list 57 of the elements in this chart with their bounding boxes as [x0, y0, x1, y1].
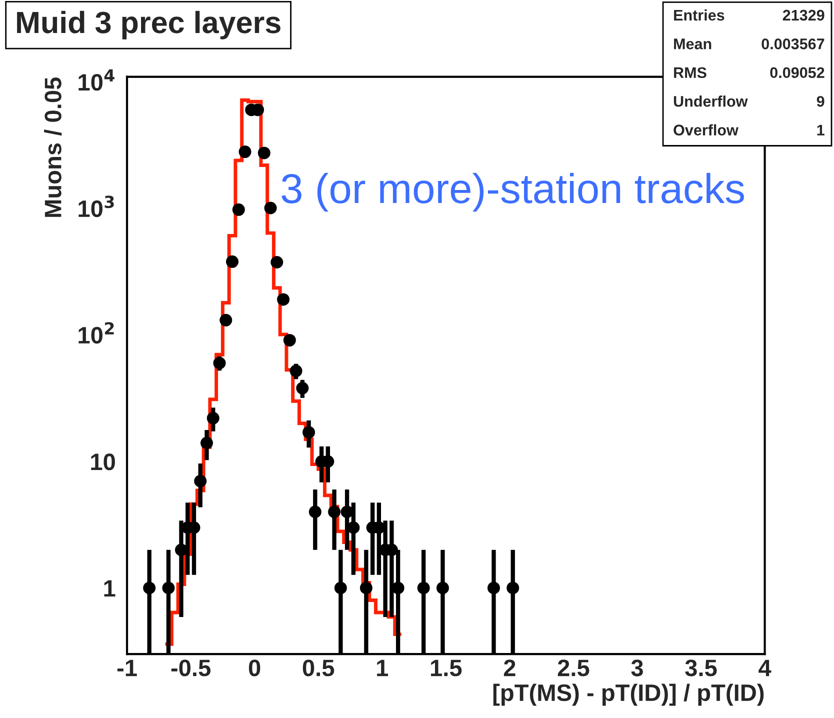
annotation: 3 (or more)-station tracks [282, 172, 744, 212]
x-tick-label: 2 [504, 660, 516, 676]
point [206, 412, 220, 424]
x-tick-label: 0.5 [302, 660, 334, 676]
point [238, 146, 252, 158]
x-tick-label: -0.5 [171, 660, 210, 676]
point [487, 582, 500, 594]
x-axis-title: [pT(MS) - pT(ID)] / pT(ID) [493, 684, 764, 706]
point [417, 582, 430, 594]
annotation: Underflow [674, 96, 748, 107]
text: 1 [817, 124, 824, 136]
y-tick-label: 10$^{3}$ [78, 196, 114, 218]
point [220, 314, 232, 326]
chart-title: Muid 3 prec layers [17, 10, 280, 40]
point [283, 334, 296, 346]
point [226, 255, 238, 268]
point [143, 582, 156, 594]
x-tick-label: 2.5 [558, 660, 590, 676]
point [328, 506, 341, 518]
x-tick-label: 4 [758, 660, 772, 676]
text: 0.09052 [770, 67, 824, 78]
text: 9 [816, 96, 824, 107]
annotation: Overflow [674, 124, 738, 136]
point [232, 203, 245, 216]
point [277, 293, 290, 306]
y-axis-title: Muons / 0.05 [44, 77, 62, 217]
point [360, 582, 372, 594]
text: 21329 [782, 10, 824, 21]
text: Entries [674, 9, 724, 21]
point [213, 356, 226, 370]
point [506, 582, 520, 594]
point [436, 582, 449, 594]
text: Mean [674, 38, 712, 50]
point [308, 506, 322, 518]
x-tick-label: -1 [117, 660, 137, 676]
x-tick-label: 0 [248, 660, 260, 676]
point [200, 436, 213, 450]
annotation: RMS [674, 67, 706, 78]
y-tick-label: 10$^{2}$ [78, 322, 114, 344]
point [258, 146, 270, 160]
point [194, 474, 207, 488]
point [290, 364, 302, 378]
point [334, 582, 347, 594]
point [162, 582, 175, 594]
x-tick-label: 1.5 [430, 660, 462, 676]
point [270, 256, 284, 269]
y-tick-label: 10$^{4}$ [78, 69, 114, 91]
point [296, 382, 309, 394]
x-tick-label: 3.5 [685, 660, 717, 676]
x-tick-label: 3 [631, 660, 643, 676]
y-tick-label: 1 [104, 580, 116, 597]
x-tick-label: 1 [377, 660, 388, 676]
y-tick-label: 10 [91, 454, 115, 470]
text: 0.003567 [762, 38, 824, 50]
point [264, 202, 277, 214]
point [302, 426, 316, 439]
point [174, 544, 188, 556]
